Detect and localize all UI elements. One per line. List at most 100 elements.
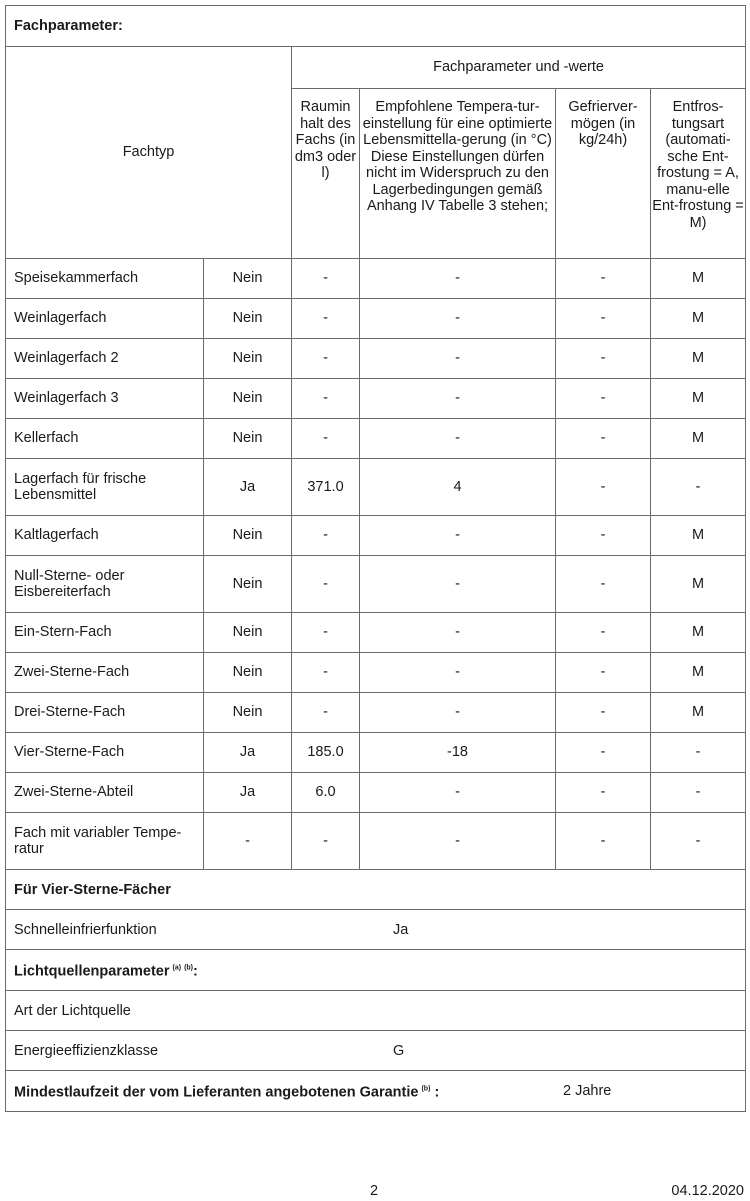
table-row: Fach mit variabler Tempe-ratur - - - - - [5, 812, 747, 870]
table-row: Vier-Sterne-Fach Ja 185.0 -18- - [5, 732, 747, 773]
fast-freeze-label: Schnelleinfrierfunktion [14, 921, 157, 938]
temperature-cell: - [359, 772, 556, 813]
freezing-capacity-cell: - [555, 458, 651, 516]
temperature-cell: - [359, 612, 556, 653]
light-heading: Lichtquellenparameter (a) (b): [14, 963, 198, 980]
freezing-capacity-cell: - [555, 418, 651, 459]
temperature-cell: - [359, 418, 556, 459]
compartment-name-cell: Speisekammerfach [5, 258, 204, 299]
fast-freeze-row: Schnelleinfrierfunktion Ja [4, 909, 747, 950]
present-cell: Nein [203, 298, 292, 339]
table-row: Zwei-Sterne-Fach Nein - - - M [5, 652, 747, 693]
table-row: Ein-Stern-Fach Nein - - - M [5, 612, 747, 653]
present-cell: Ja [203, 732, 292, 773]
freezing-capacity-cell: - [555, 772, 651, 813]
compartment-name-cell: Vier-Sterne-Fach [5, 732, 204, 773]
present-cell: Ja [203, 458, 292, 516]
temperature-cell: - [359, 338, 556, 379]
warranty-row: Mindestlaufzeit der vom Lieferanten ange… [4, 1070, 747, 1112]
freezing-capacity-cell: - [555, 298, 651, 339]
volume-header: Raumin halt des Fachs (in dm3 oder l) [291, 88, 360, 259]
temperature-cell: - [359, 258, 556, 299]
compartment-name-cell: Drei-Sterne-Fach [5, 692, 204, 733]
group-header: Fachparameter und -werte [290, 46, 747, 89]
freezing-capacity-cell: - [555, 258, 651, 299]
table-row: Weinlagerfach Nein - - - M [5, 298, 747, 339]
volume-cell: - [291, 515, 360, 556]
compartment-name-cell: Ein-Stern-Fach [5, 612, 204, 653]
temperature-cell: - [359, 378, 556, 419]
compartment-name-cell: Weinlagerfach [5, 298, 204, 339]
four-star-heading: Für Vier-Sterne-Fächer [14, 881, 171, 898]
four-star-row: Für Vier-Sterne-Fächer [4, 869, 747, 910]
defrost-type-cell: M [649, 612, 747, 653]
temperature-cell: 4 [359, 458, 556, 516]
temperature-header: Empfohlene Tempera-tur-einstellung für e… [359, 88, 556, 259]
table-row: Kellerfach Nein - - - M [5, 418, 747, 459]
present-cell: Nein [203, 418, 292, 459]
compartment-name-cell: Kaltlagerfach [5, 515, 204, 556]
defrost-type-cell: M [649, 378, 747, 419]
present-cell: Nein [203, 378, 292, 419]
defrost-type-cell: - [649, 812, 747, 870]
volume-cell: - [291, 258, 360, 299]
volume-cell: - [291, 692, 360, 733]
freezing-capacity-cell: - [555, 732, 651, 773]
compartment-name-cell: Zwei-Sterne-Fach [5, 652, 204, 693]
energy-class-label: Energieeffizienzklasse [14, 1042, 159, 1059]
warranty-value: 2 Jahre [563, 1082, 612, 1099]
freezing-capacity-cell: - [555, 652, 651, 693]
present-cell: Nein [203, 258, 292, 299]
freezing-capacity-cell: - [555, 555, 651, 613]
freezing-capacity-cell: - [555, 378, 651, 419]
table-row: Weinlagerfach 3 Nein - - - M [5, 378, 747, 419]
compartment-name-cell: Fach mit variabler Tempe-ratur [5, 812, 204, 870]
defrost-type-cell: - [649, 458, 747, 516]
temperature-cell: - [359, 692, 556, 733]
freezing-capacity-cell: - [555, 612, 651, 653]
freezing-capacity-header: Gefrierver-mögen (in kg/24h) [555, 88, 651, 259]
freezing-capacity-cell: - [555, 338, 651, 379]
defrost-type-cell: M [649, 652, 747, 693]
freezing-capacity-cell: - [555, 812, 651, 870]
compartment-name-cell: Kellerfach [5, 418, 204, 459]
page-number: 2 [370, 1183, 379, 1199]
fachtyp-header: Fachtyp [5, 46, 292, 259]
fast-freeze-value: Ja [393, 921, 409, 938]
table-row: Kaltlagerfach Nein - - - M [5, 515, 747, 556]
energy-class-value: G [393, 1042, 405, 1059]
volume-cell: 371.0 [291, 458, 360, 516]
temperature-cell: - [359, 812, 556, 870]
volume-cell: - [291, 652, 360, 693]
temperature-cell: - [359, 298, 556, 339]
table-row: Null-Sterne- oder Eisbereiterfach Nein - - -… [5, 555, 747, 613]
present-cell: Nein [203, 612, 292, 653]
section-title: Fachparameter: [4, 5, 747, 47]
table-row: Weinlagerfach 2 Nein - - - M [5, 338, 747, 379]
defrost-type-cell: M [649, 258, 747, 299]
volume-cell: - [291, 418, 360, 459]
defrost-type-cell: M [649, 338, 747, 379]
temperature-cell: - [359, 555, 556, 613]
light-type-label: Art der Lichtquelle [14, 1002, 131, 1019]
compartment-name-cell: Lagerfach für frische Lebensmittel [5, 458, 204, 516]
present-cell: Nein [203, 515, 292, 556]
document-date: 04.12.2020 [671, 1183, 744, 1199]
volume-cell: - [291, 338, 360, 379]
compartment-name-cell: Zwei-Sterne-Abteil [5, 772, 204, 813]
temperature-cell: -18 [359, 732, 556, 773]
freezing-capacity-cell: - [555, 515, 651, 556]
volume-cell: - [291, 612, 360, 653]
volume-cell: - [291, 378, 360, 419]
present-cell: Nein [203, 555, 292, 613]
compartment-name-cell: Weinlagerfach 2 [5, 338, 204, 379]
volume-cell: 6.0 [291, 772, 360, 813]
present-cell: Ja [203, 772, 292, 813]
defrost-type-cell: M [649, 418, 747, 459]
present-cell: Nein [203, 338, 292, 379]
temperature-cell: - [359, 652, 556, 693]
defrost-type-cell: M [649, 515, 747, 556]
energy-class-row: Energieeffizienzklasse G [4, 1030, 747, 1071]
defrost-type-cell: - [649, 772, 747, 813]
product-parameter-table: Fachparameter: Fachtyp Fachparameter und… [4, 5, 747, 1112]
